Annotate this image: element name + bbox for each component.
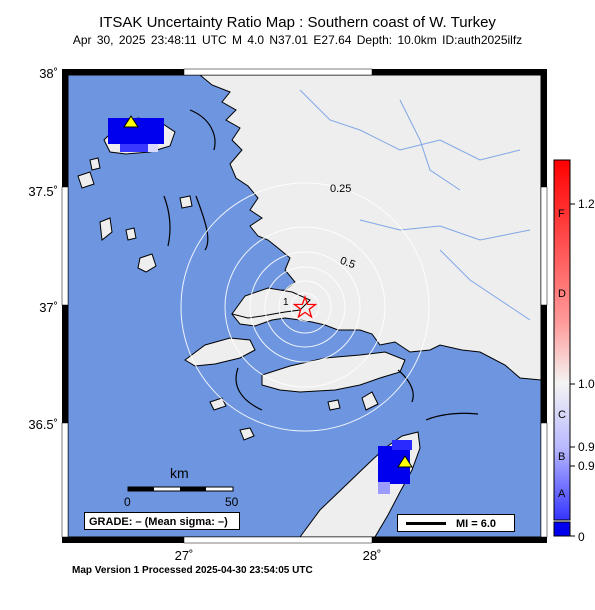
- scale-bar: [127, 486, 234, 492]
- island-small: [327, 399, 341, 411]
- lat-label: 37.5˚: [28, 184, 58, 199]
- colorbar-grade: B: [558, 451, 566, 463]
- colorbar-value: 1.2: [578, 197, 595, 211]
- colorbar-grade: F: [558, 208, 565, 220]
- mi-legend-line: [406, 522, 446, 525]
- colorbar-value: 1.0: [578, 377, 595, 391]
- island-small: [179, 195, 193, 209]
- island-small: [89, 157, 101, 171]
- frame-border: [61, 68, 548, 544]
- lon-label: 28˚: [362, 548, 382, 563]
- island-small: [77, 171, 95, 189]
- grade-box: GRADE: – (Mean sigma: –): [84, 512, 240, 530]
- scale-bar-start: 0: [124, 495, 131, 509]
- island-small: [239, 427, 255, 441]
- colorbar-grade: A: [558, 488, 566, 500]
- colorbar-value: 0: [578, 530, 585, 544]
- colorbar-grade: D: [558, 288, 566, 300]
- station-triangle-icon[interactable]: [397, 455, 413, 468]
- station-triangle-icon[interactable]: [123, 115, 139, 128]
- lat-label: 36.5˚: [28, 417, 58, 432]
- colorbar-value: 0.9: [578, 459, 595, 473]
- kos-island: [184, 337, 256, 367]
- map-title: ITSAK Uncertainty Ratio Map : Southern c…: [99, 14, 496, 31]
- contour-lines: [180, 182, 430, 432]
- island-small: [137, 253, 157, 273]
- map-subtitle: Apr 30, 2025 23:48:11 UTC M 4.0 N37.01 E…: [72, 33, 523, 47]
- map-footer: Map Version 1 Processed 2025-04-30 23:54…: [72, 565, 313, 576]
- scale-bar-unit: km: [170, 465, 189, 481]
- colorbar: [553, 159, 571, 521]
- datca-peninsula: [261, 351, 406, 393]
- lat-label: 38˚: [39, 66, 58, 81]
- scale-bar-end: 50: [225, 495, 239, 509]
- contour-label: 1: [283, 297, 289, 308]
- lon-label: 27˚: [174, 548, 194, 563]
- epicenter-star-icon[interactable]: [292, 295, 318, 319]
- mi-legend-text: MI = 6.0: [456, 518, 497, 530]
- mi-legend: MI = 6.0: [397, 514, 515, 532]
- island-small: [125, 227, 137, 241]
- rivers: [299, 89, 531, 321]
- island-small: [361, 391, 379, 411]
- colorbar-min-swatch: [553, 521, 571, 537]
- contour-label: 0.25: [330, 183, 352, 195]
- colorbar-grade: C: [558, 409, 566, 421]
- fault-lines: [163, 109, 479, 421]
- uncertainty-patch-samos: [108, 118, 164, 152]
- lat-label: 37˚: [39, 300, 58, 315]
- colorbar-value: 0.9: [578, 440, 595, 454]
- island-small: [99, 217, 113, 241]
- island-small: [209, 397, 227, 411]
